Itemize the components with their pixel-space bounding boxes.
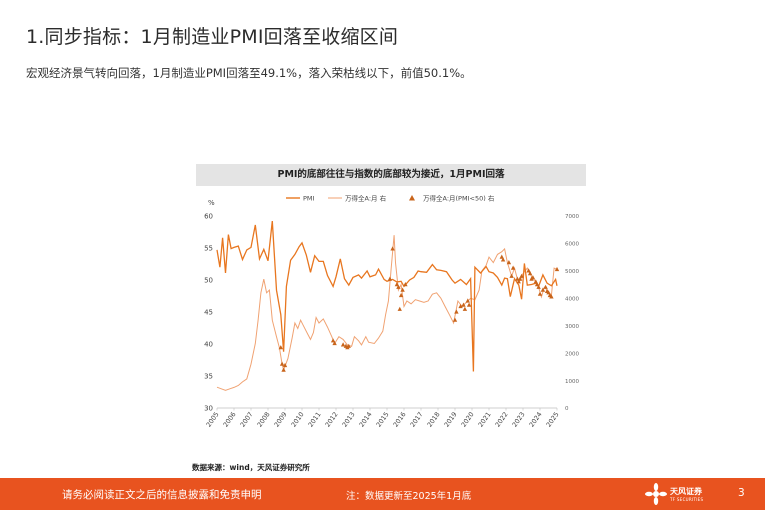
series-marker-pmi-below-50 (332, 340, 337, 346)
brand-logo-icon (645, 483, 667, 505)
right-tick-label: 0 (565, 406, 569, 412)
footer-note: 注：数据更新至2025年1月底 (346, 491, 472, 502)
footer-bar: 请务必阅读正文之后的信息披露和免责申明 注：数据更新至2025年1月底 天风证券… (0, 478, 765, 510)
series-marker-pmi-below-50 (527, 271, 533, 276)
series-marker-pmi-below-50 (517, 276, 523, 281)
series-marker-pmi-below-50 (340, 342, 346, 347)
x-tick-label: 2008 (256, 411, 272, 429)
series-marker-pmi-below-50 (282, 362, 288, 368)
series-marker-pmi-below-50 (526, 268, 531, 273)
series-marker-pmi-below-50 (394, 282, 400, 287)
x-tick-label: 2021 (477, 411, 493, 429)
series-marker-pmi-below-50 (346, 343, 351, 348)
series-marker-pmi-below-50 (454, 309, 459, 314)
series-marker-pmi-below-50 (279, 361, 285, 366)
left-tick-label: 60 (204, 213, 213, 221)
series-marker-pmi-below-50 (540, 287, 546, 292)
series-line-pmi (216, 221, 558, 372)
right-tick-label: 1000 (565, 379, 579, 385)
x-tick-label: 2025 (545, 411, 561, 429)
right-tick-label: 6000 (565, 242, 579, 248)
series-marker-pmi-below-50 (458, 303, 463, 309)
series-marker-pmi-below-50 (390, 246, 395, 251)
series-marker-pmi-below-50 (534, 282, 540, 287)
x-tick-label: 2006 (222, 411, 238, 429)
right-tick-label: 7000 (565, 214, 579, 220)
series-marker-pmi-below-50 (466, 302, 472, 307)
page-number: 3 (738, 487, 745, 499)
series-marker-pmi-below-50 (330, 338, 336, 343)
series-marker-pmi-below-50 (546, 290, 551, 295)
series-marker-pmi-below-50 (461, 302, 466, 307)
series-marker-pmi-below-50 (554, 266, 560, 272)
right-tick-label: 2000 (565, 351, 579, 357)
left-tick-label: 55 (204, 245, 213, 253)
x-tick-label: 2016 (392, 411, 408, 429)
series-marker-pmi-below-50 (278, 345, 283, 350)
series-marker-pmi-below-50 (510, 265, 516, 270)
series-marker-pmi-below-50 (533, 279, 538, 284)
slide-title: 1.同步指标：1月制造业PMI回落至收缩区间 (26, 26, 399, 48)
x-tick-label: 2009 (273, 411, 289, 429)
slide-subtitle: 宏观经济景气转向回落，1月制造业PMI回落至49.1%，落入荣枯线以下，前值50… (26, 66, 472, 80)
x-tick-label: 2011 (307, 411, 323, 429)
legend-label: PMI (303, 195, 315, 203)
series-marker-pmi-below-50 (549, 294, 554, 299)
legend-marker-icon (409, 195, 415, 201)
left-tick-label: 35 (204, 373, 213, 381)
series-marker-pmi-below-50 (396, 284, 401, 289)
x-tick-label: 2014 (358, 411, 374, 429)
footer-brand-english: TF SECURITIES (670, 497, 704, 502)
x-tick-label: 2005 (205, 411, 221, 429)
series-marker-pmi-below-50 (537, 291, 543, 296)
x-tick-label: 2020 (460, 411, 476, 429)
right-tick-label: 5000 (565, 269, 579, 275)
series-marker-pmi-below-50 (387, 276, 393, 281)
series-marker-pmi-below-50 (403, 282, 408, 287)
x-tick-label: 2013 (341, 411, 357, 429)
footer-disclaimer: 请务必阅读正文之后的信息披露和免责申明 (62, 489, 262, 501)
pmi-chart: PMI的底部往往与指数的底部较为接近，1月PMI回落 % 30 35 40 45 50 55… (196, 164, 586, 432)
left-axis-unit: % (208, 199, 215, 207)
series-marker-pmi-below-50 (465, 298, 470, 303)
series-marker-pmi-below-50 (397, 306, 402, 311)
chart-title: PMI的底部往往与指数的底部较为接近，1月PMI回落 (196, 164, 586, 186)
data-source: 数据来源：wind，天风证券研究所 (192, 463, 310, 472)
x-tick-label: 2023 (511, 411, 527, 429)
left-tick-label: 45 (204, 309, 213, 317)
x-tick-label: 2017 (409, 411, 425, 429)
series-marker-pmi-below-50 (536, 284, 541, 289)
x-tick-label: 2007 (239, 411, 255, 429)
series-marker-pmi-below-50 (398, 292, 404, 298)
series-marker-pmi-below-50 (462, 306, 468, 311)
series-marker-pmi-below-50 (530, 275, 536, 280)
series-marker-pmi-below-50 (506, 260, 512, 265)
left-tick-label: 30 (204, 405, 213, 413)
legend-label: 万得全A:月(PMI<50) 右 (423, 194, 495, 203)
x-tick-label: 2010 (290, 411, 306, 429)
x-tick-label: 2019 (443, 411, 459, 429)
right-tick-label: 3000 (565, 324, 579, 330)
series-marker-pmi-below-50 (500, 257, 506, 262)
chart-plot: % 30 35 40 45 50 55 60 0 1000 2000 3000 4000 5000 6000… (204, 194, 579, 429)
series-marker-pmi-below-50 (400, 287, 405, 292)
left-tick-label: 40 (204, 341, 213, 349)
x-tick-label: 2024 (528, 411, 544, 429)
x-tick-label: 2015 (375, 411, 391, 429)
right-tick-label: 4000 (565, 296, 579, 302)
series-marker-pmi-below-50 (452, 317, 458, 322)
series-marker-pmi-below-50 (543, 284, 548, 289)
x-tick-label: 2018 (426, 411, 442, 429)
x-tick-label: 2012 (324, 411, 340, 429)
series-marker-pmi-below-50 (509, 273, 514, 278)
series-line-index (216, 235, 558, 391)
footer-brand-name: 天风证券 (670, 487, 702, 496)
left-tick-label: 50 (204, 277, 213, 285)
series-marker-pmi-below-50 (499, 254, 504, 259)
legend-label: 万得全A:月 右 (345, 194, 387, 203)
series-marker-pmi-below-50 (516, 279, 521, 284)
x-tick-label: 2022 (494, 411, 510, 429)
series-marker-pmi-below-50 (281, 367, 286, 372)
series-marker-pmi-below-50 (519, 273, 524, 278)
